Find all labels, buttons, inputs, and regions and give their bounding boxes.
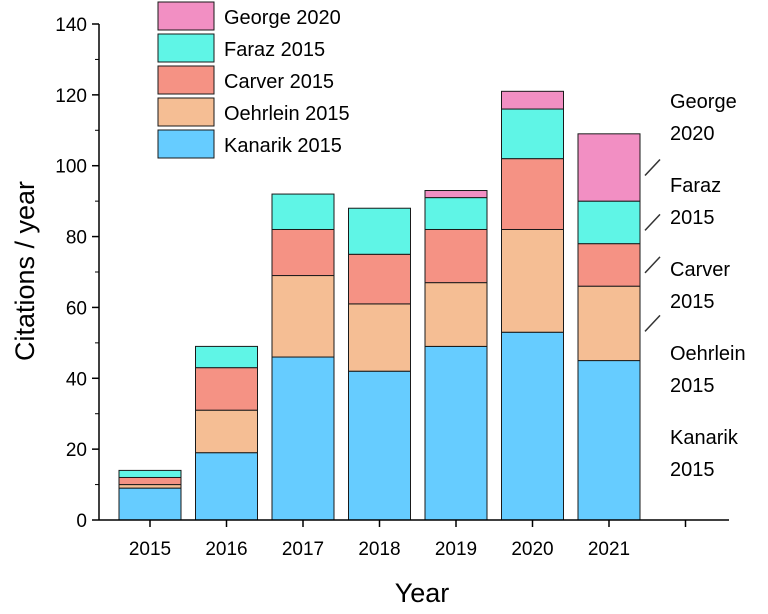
legend-label-kanarik-2015: Kanarik 2015 [224,135,342,157]
x-axis-title: Year [395,578,450,608]
annotation-line-carver-2015-1: 2015 [670,291,715,313]
legend-label-carver-2015: Carver 2015 [224,71,334,93]
legend-swatch-kanarik-2015 [157,129,215,159]
bar-kanarik-2015-2017 [271,356,335,521]
legend: George 2020 Faraz 2015 Carver 2015 Oehrlein… [157,1,350,159]
bar-george-2020-2019 [424,190,488,199]
annotation-kanarik-2015: Kanarik 2015 [670,427,739,481]
bar-carver-2015-2018 [348,253,411,305]
legend-swatch-faraz-2015 [157,33,215,63]
bar-faraz-2015-2021 [577,200,641,245]
legend-swatch-carver-2015 [157,65,215,95]
legend-label-george-2020: George 2020 [224,7,341,29]
bar-faraz-2015-2019 [424,197,488,230]
annotation-leader-george-2020 [644,158,661,176]
y-tick-label-20: 20 [66,440,87,461]
x-tick-label-2015: 2015 [129,539,171,560]
bar-george-2020-2021 [577,133,641,202]
annotation-faraz-2015: Faraz 2015 [644,175,721,231]
y-tick-label-80: 80 [66,228,87,249]
annotation-george-2020: George 2020 [644,91,737,176]
bar-faraz-2015-2015 [118,469,182,478]
bar-kanarik-2015-2016 [195,452,258,521]
y-tick-label-120: 120 [55,86,87,107]
bar-kanarik-2015-2020 [501,331,564,521]
x-tick-label-2019: 2019 [435,539,477,560]
y-tick-label-140: 140 [55,15,87,36]
y-tick-label-60: 60 [66,298,87,319]
legend-swatch-george-2020 [157,1,215,31]
bar-faraz-2015-2016 [195,345,258,369]
annotation-line-faraz-2015-0: Faraz [670,175,721,197]
bar-faraz-2015-2018 [348,207,411,255]
legend-label-faraz-2015: Faraz 2015 [224,39,325,61]
y-tick-label-100: 100 [55,157,87,178]
bars-layer [118,90,641,521]
bar-george-2020-2020 [501,90,564,110]
annotation-line-kanarik-2015-0: Kanarik [670,427,739,449]
bar-oehrlein-2015-2016 [195,409,258,454]
bar-oehrlein-2015-2021 [577,285,641,362]
annotation-leader-faraz-2015 [644,213,661,231]
annotation-leader-oehrlein-2015 [644,314,661,332]
bar-carver-2015-2015 [118,476,182,486]
x-tick-label-2018: 2018 [358,539,400,560]
bar-kanarik-2015-2018 [348,370,411,521]
x-tick-label-2020: 2020 [511,539,553,560]
legend-swatch-oehrlein-2015 [157,97,215,127]
x-tick-label-2017: 2017 [282,539,324,560]
bar-kanarik-2015-2019 [424,345,488,521]
annotation-carver-2015: Carver 2015 [644,256,730,313]
annotation-line-george-2020-0: George [670,91,737,113]
y-axis-title: Citations / year [10,181,40,361]
bar-kanarik-2015-2021 [577,360,641,521]
bar-faraz-2015-2020 [501,108,564,160]
bar-oehrlein-2015-2018 [348,303,411,372]
x-tick-label-2021: 2021 [588,539,630,560]
bar-oehrlein-2015-2015 [118,484,182,489]
bar-kanarik-2015-2015 [118,487,182,521]
annotation-line-carver-2015-0: Carver [670,259,730,281]
x-tick-label-2016: 2016 [205,539,247,560]
bar-carver-2015-2020 [501,158,564,230]
annotation-line-faraz-2015-1: 2015 [670,207,715,229]
annotation-line-george-2020-1: 2020 [670,123,715,145]
annotation-line-oehrlein-2015-0: Oehrlein [670,343,746,365]
legend-label-oehrlein-2015: Oehrlein 2015 [224,103,350,125]
annotations-layer: George 2020 Faraz 2015 Carver 2015 Oehrlein 201… [644,91,746,481]
bar-oehrlein-2015-2020 [501,228,564,333]
annotation-leader-carver-2015 [644,256,661,274]
bar-carver-2015-2016 [195,367,258,411]
y-tick-label-40: 40 [66,369,87,390]
axes-layer: 0 20 40 60 80 100 120 140 2015 2016 2017 2018 2019 20… [55,15,729,560]
bar-oehrlein-2015-2019 [424,282,488,347]
y-tick-label-0: 0 [76,511,87,532]
annotation-line-kanarik-2015-1: 2015 [670,459,715,481]
annotation-oehrlein-2015: Oehrlein 2015 [644,314,746,397]
bar-carver-2015-2017 [271,228,335,277]
annotation-line-oehrlein-2015-1: 2015 [670,375,715,397]
bar-carver-2015-2021 [577,243,641,287]
bar-faraz-2015-2017 [271,193,335,230]
bar-carver-2015-2019 [424,228,488,284]
bar-oehrlein-2015-2017 [271,275,335,358]
